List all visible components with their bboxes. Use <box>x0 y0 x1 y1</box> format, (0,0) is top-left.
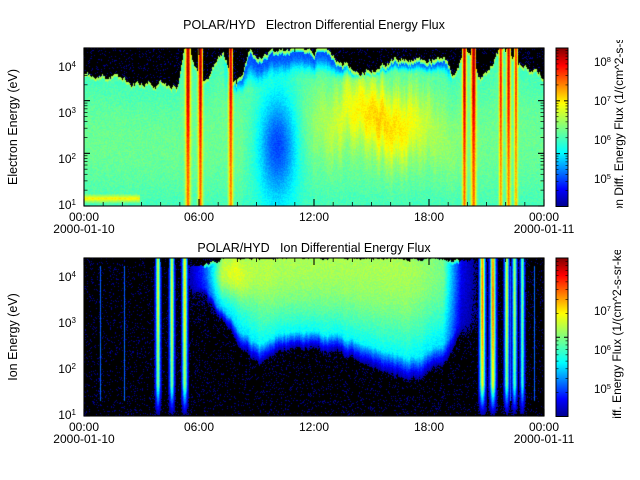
svg-text:18:00: 18:00 <box>414 420 444 434</box>
svg-text:06:00: 06:00 <box>184 210 214 224</box>
svg-text:104: 104 <box>58 270 76 285</box>
svg-text:107: 107 <box>594 94 611 109</box>
svg-text:POLAR/HYD Ion Differential E: POLAR/HYD Ion Differential Energy Flux <box>197 241 431 255</box>
svg-text:102: 102 <box>58 152 76 167</box>
svg-text:106: 106 <box>594 133 611 148</box>
svg-text:108: 108 <box>594 55 611 70</box>
svg-text:2000-01-11: 2000-01-11 <box>514 222 575 236</box>
svg-text:POLAR/HYD Electron Different: POLAR/HYD Electron Differential Energy F… <box>183 18 445 32</box>
svg-text:12:00: 12:00 <box>299 210 329 224</box>
svg-text:Electron Energy (eV): Electron Energy (eV) <box>6 69 20 185</box>
svg-text:Electron Diff. Energy Flux (1/: Electron Diff. Energy Flux (1/(cm^2-s-sr… <box>612 1 626 243</box>
svg-text:103: 103 <box>58 316 76 331</box>
svg-text:18:00: 18:00 <box>414 210 444 224</box>
svg-text:105: 105 <box>594 382 611 397</box>
svg-text:106: 106 <box>594 343 611 358</box>
svg-text:12:00: 12:00 <box>299 420 329 434</box>
svg-text:105: 105 <box>594 172 611 187</box>
svg-text:2000-01-11: 2000-01-11 <box>514 432 575 446</box>
svg-text:Diff. Energy Flux (1/(cm^2-s-s: Diff. Energy Flux (1/(cm^2-s-sr-keV)) <box>610 233 624 428</box>
svg-text:102: 102 <box>58 362 76 377</box>
svg-text:06:00: 06:00 <box>184 420 214 434</box>
svg-text:2000-01-10: 2000-01-10 <box>53 222 115 236</box>
svg-text:104: 104 <box>58 60 76 75</box>
svg-text:2000-01-10: 2000-01-10 <box>53 432 115 446</box>
svg-text:Ion Energy (eV): Ion Energy (eV) <box>6 293 20 381</box>
svg-text:107: 107 <box>594 304 611 319</box>
svg-text:103: 103 <box>58 106 76 121</box>
